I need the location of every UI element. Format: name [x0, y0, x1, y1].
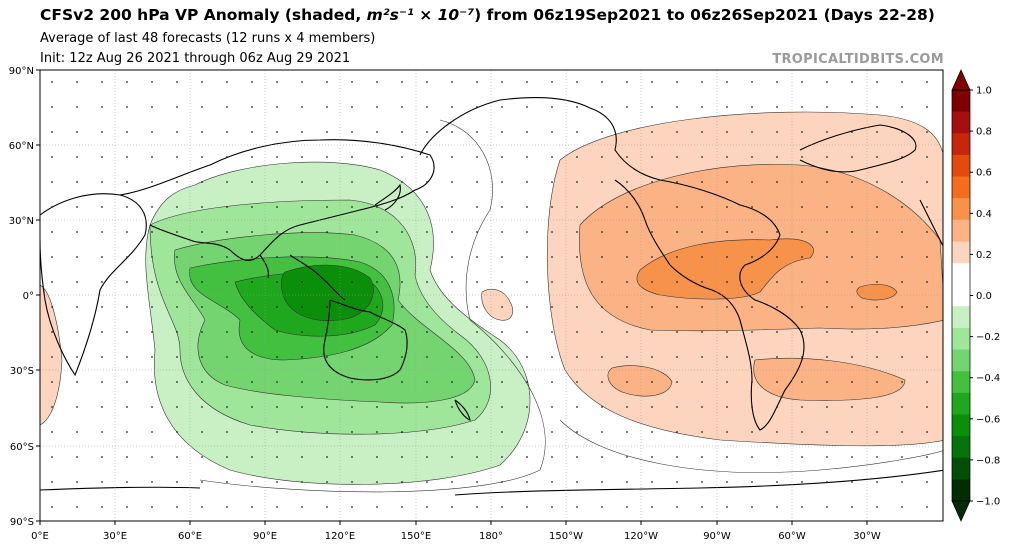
lon-label: 60°E: [178, 531, 202, 542]
colorbar: 1.0 0.8 0.6 0.4 0.2 0.0 −0.2 −0.4 −0.6 −0.8 −1.0: [951, 69, 1000, 522]
colorbar-label: 1.0: [976, 86, 992, 97]
lat-label: 30°N: [9, 216, 34, 227]
latitude-axis: 90°N 60°N 30°N 0° 30°S 60°S 90°S: [9, 66, 40, 528]
colorbar-segment: [952, 371, 970, 394]
colorbar-label: 0.4: [976, 209, 992, 220]
colorbar-segment: [952, 436, 970, 459]
colorbar-segment: [952, 263, 970, 286]
colorbar-extend-max: [951, 69, 971, 91]
colorbar-label: −0.8: [976, 455, 1000, 466]
lon-label: 180°: [479, 531, 503, 542]
colorbar-segment: [952, 90, 970, 113]
colorbar-segment: [952, 349, 970, 372]
colorbar-segment: [952, 306, 970, 329]
lon-label: 150°W: [549, 531, 583, 542]
colorbar-label: −0.6: [976, 414, 1000, 425]
colorbar-segment: [952, 327, 970, 351]
lat-label: 60°N: [9, 141, 34, 152]
chart-title: CFSv2 200 hPa VP Anomaly (shaded, m²s⁻¹ …: [40, 6, 935, 24]
lat-label: 90°S: [10, 517, 34, 528]
colorbar-segment: [952, 241, 970, 264]
colorbar-segment: [952, 219, 970, 242]
colorbar-segment: [952, 284, 970, 307]
colorbar-label: 0.6: [976, 168, 992, 179]
colorbar-label: 0.8: [976, 127, 992, 138]
colorbar-segment: [952, 392, 970, 415]
colorbar-label: 0.0: [976, 291, 992, 302]
lat-label: 60°S: [10, 442, 34, 453]
lon-label: 120°W: [624, 531, 658, 542]
colorbar-segment: [952, 154, 970, 178]
subtitle-forecast-average: Average of last 48 forecasts (12 runs x …: [40, 31, 376, 46]
lon-label: 60°W: [778, 531, 806, 542]
longitude-axis: 0°E 30°E 60°E 90°E 120°E 150°E 180° 150°…: [31, 521, 881, 542]
lon-label: 30°W: [853, 531, 881, 542]
lat-label: 30°S: [10, 366, 34, 377]
colorbar-label: 0.2: [976, 250, 992, 261]
colorbar-segment: [952, 176, 970, 199]
colorbar-extend-min: [951, 500, 971, 522]
lat-label: 90°N: [9, 66, 34, 77]
colorbar-segments: [952, 90, 970, 502]
watermark: TROPICALTIDBITS.COM: [772, 52, 944, 67]
subtitle-init-time: Init: 12z Aug 26 2021 through 06z Aug 29…: [40, 51, 351, 66]
colorbar-segment: [952, 133, 970, 156]
lon-label: 90°E: [253, 531, 277, 542]
lon-label: 30°E: [103, 531, 127, 542]
lon-label: 0°E: [31, 531, 49, 542]
colorbar-segment: [952, 414, 970, 437]
lon-label: 150°E: [401, 531, 431, 542]
colorbar-label: −0.2: [976, 332, 1000, 343]
significance-dots: [40, 70, 943, 521]
colorbar-segment: [952, 198, 970, 221]
lon-label: 120°E: [325, 531, 355, 542]
colorbar-segment: [952, 457, 970, 480]
lat-label: 0°: [23, 291, 34, 302]
colorbar-segment: [952, 479, 970, 502]
lon-label: 90°W: [703, 531, 731, 542]
colorbar-segment: [952, 111, 970, 134]
colorbar-label: −0.4: [976, 373, 1000, 384]
colorbar-label: −1.0: [976, 497, 1000, 508]
